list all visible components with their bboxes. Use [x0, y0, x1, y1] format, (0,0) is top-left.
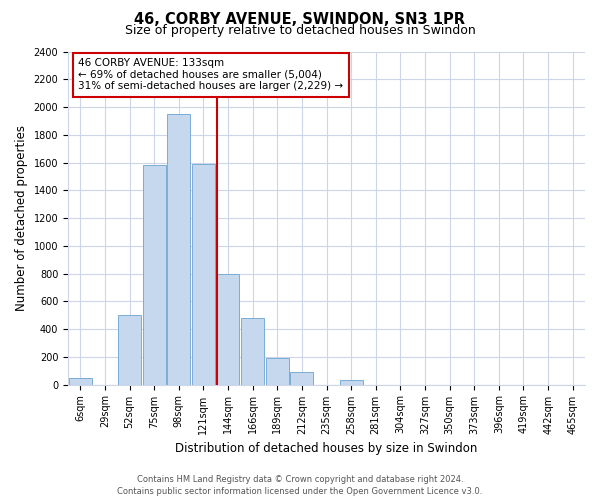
Bar [241, 318, 264, 384]
Text: 46, CORBY AVENUE, SWINDON, SN3 1PR: 46, CORBY AVENUE, SWINDON, SN3 1PR [134, 12, 466, 28]
Text: 46 CORBY AVENUE: 133sqm
← 69% of detached houses are smaller (5,004)
31% of semi: 46 CORBY AVENUE: 133sqm ← 69% of detache… [79, 58, 343, 92]
Bar [192, 164, 215, 384]
Bar [290, 372, 313, 384]
Bar [167, 114, 190, 384]
Bar [266, 358, 289, 384]
Bar [143, 166, 166, 384]
Bar [340, 380, 362, 384]
Text: Contains HM Land Registry data © Crown copyright and database right 2024.
Contai: Contains HM Land Registry data © Crown c… [118, 474, 482, 496]
Bar [217, 274, 239, 384]
Bar [69, 378, 92, 384]
Y-axis label: Number of detached properties: Number of detached properties [15, 125, 28, 311]
Bar [118, 315, 141, 384]
X-axis label: Distribution of detached houses by size in Swindon: Distribution of detached houses by size … [175, 442, 478, 455]
Text: Size of property relative to detached houses in Swindon: Size of property relative to detached ho… [125, 24, 475, 37]
